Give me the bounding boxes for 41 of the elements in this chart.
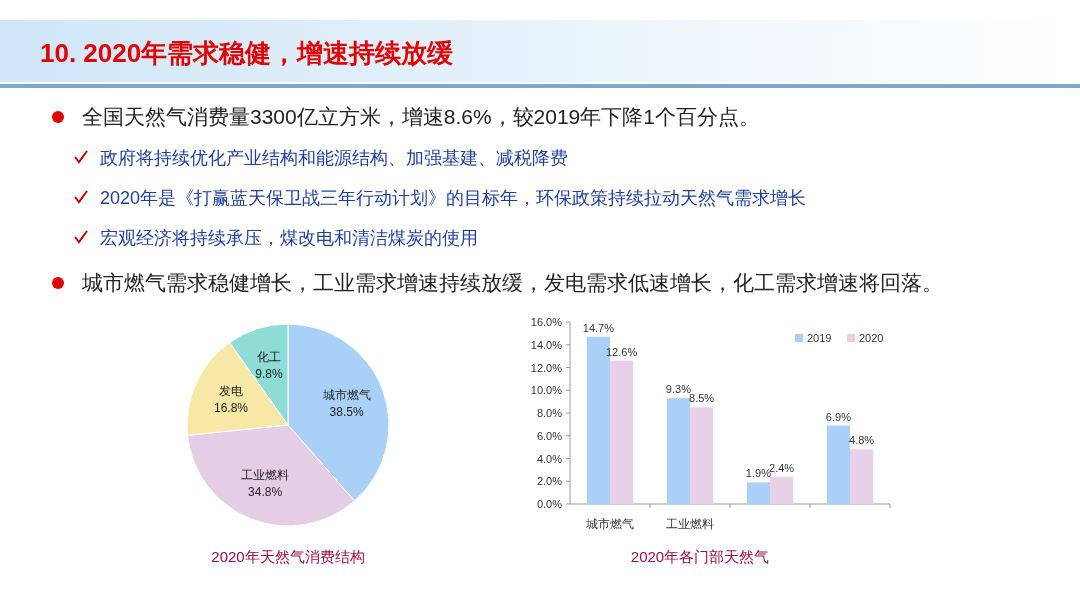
y-tick-label: 2.0% (536, 475, 563, 488)
text: 城市燃气需求稳健增长，工业需求增速持续放缓，发电需求低速增长，化工需求增速将回落。 (81, 271, 943, 294)
slice-label: 发电 (218, 384, 243, 399)
data-label: 1.9% (745, 467, 772, 480)
data-label: 8.5% (689, 392, 715, 405)
data-label: 34.8% (248, 485, 283, 500)
slice-label: 城市燃气 (321, 387, 371, 402)
bar (690, 407, 714, 504)
data-label: 9.8% (255, 367, 284, 382)
data-label: 12.6% (606, 345, 638, 358)
bar (666, 398, 690, 504)
text: 10. 2020年需求稳健，增速持续放缓 (40, 38, 454, 68)
slice-label: 化工 (257, 350, 282, 365)
data-label: 6.9% (825, 410, 852, 423)
text: 2020年是《打赢蓝天保卫战三年行动计划》的目标年，环保政策持续拉动天然气需求增长 (100, 188, 807, 208)
legend-label: 2019 (807, 332, 832, 344)
slice-label: 工业燃料 (241, 468, 290, 483)
bar (770, 476, 794, 504)
text: 2020年天然气消费结构 (211, 548, 365, 565)
bar (746, 482, 770, 504)
y-tick-label: 10.0% (530, 384, 563, 397)
y-tick-label: 6.0% (536, 429, 563, 442)
data-label: 4.8% (849, 434, 875, 447)
y-tick-label: 0.0% (536, 498, 563, 510)
y-tick-label: 14.0% (530, 338, 563, 351)
text: 政府将持续优化产业结构和能源结构、加强基建、减税降费 (100, 148, 568, 168)
bar (826, 425, 850, 504)
y-tick-label: 8.0% (536, 407, 563, 419)
legend-label: 2020 (859, 332, 884, 344)
data-label: 16.8% (213, 401, 249, 416)
bar (610, 360, 634, 504)
bar (850, 449, 874, 504)
text: 宏观经济将持续承压，煤改电和清洁煤炭的使用 (100, 228, 478, 248)
y-tick-label: 4.0% (536, 452, 563, 465)
y-tick-label: 12.0% (530, 361, 563, 374)
data-label: 38.5% (329, 404, 364, 419)
text: 2020年各门部天然气 (630, 548, 770, 565)
data-label: 14.7% (582, 321, 615, 334)
text: 全国天然气消费量3300亿立方米，增速8.6%，较2019年下降1个百分点。 (82, 105, 760, 128)
y-tick-label: 16.0% (530, 316, 563, 328)
data-label: 9.3% (665, 383, 692, 396)
